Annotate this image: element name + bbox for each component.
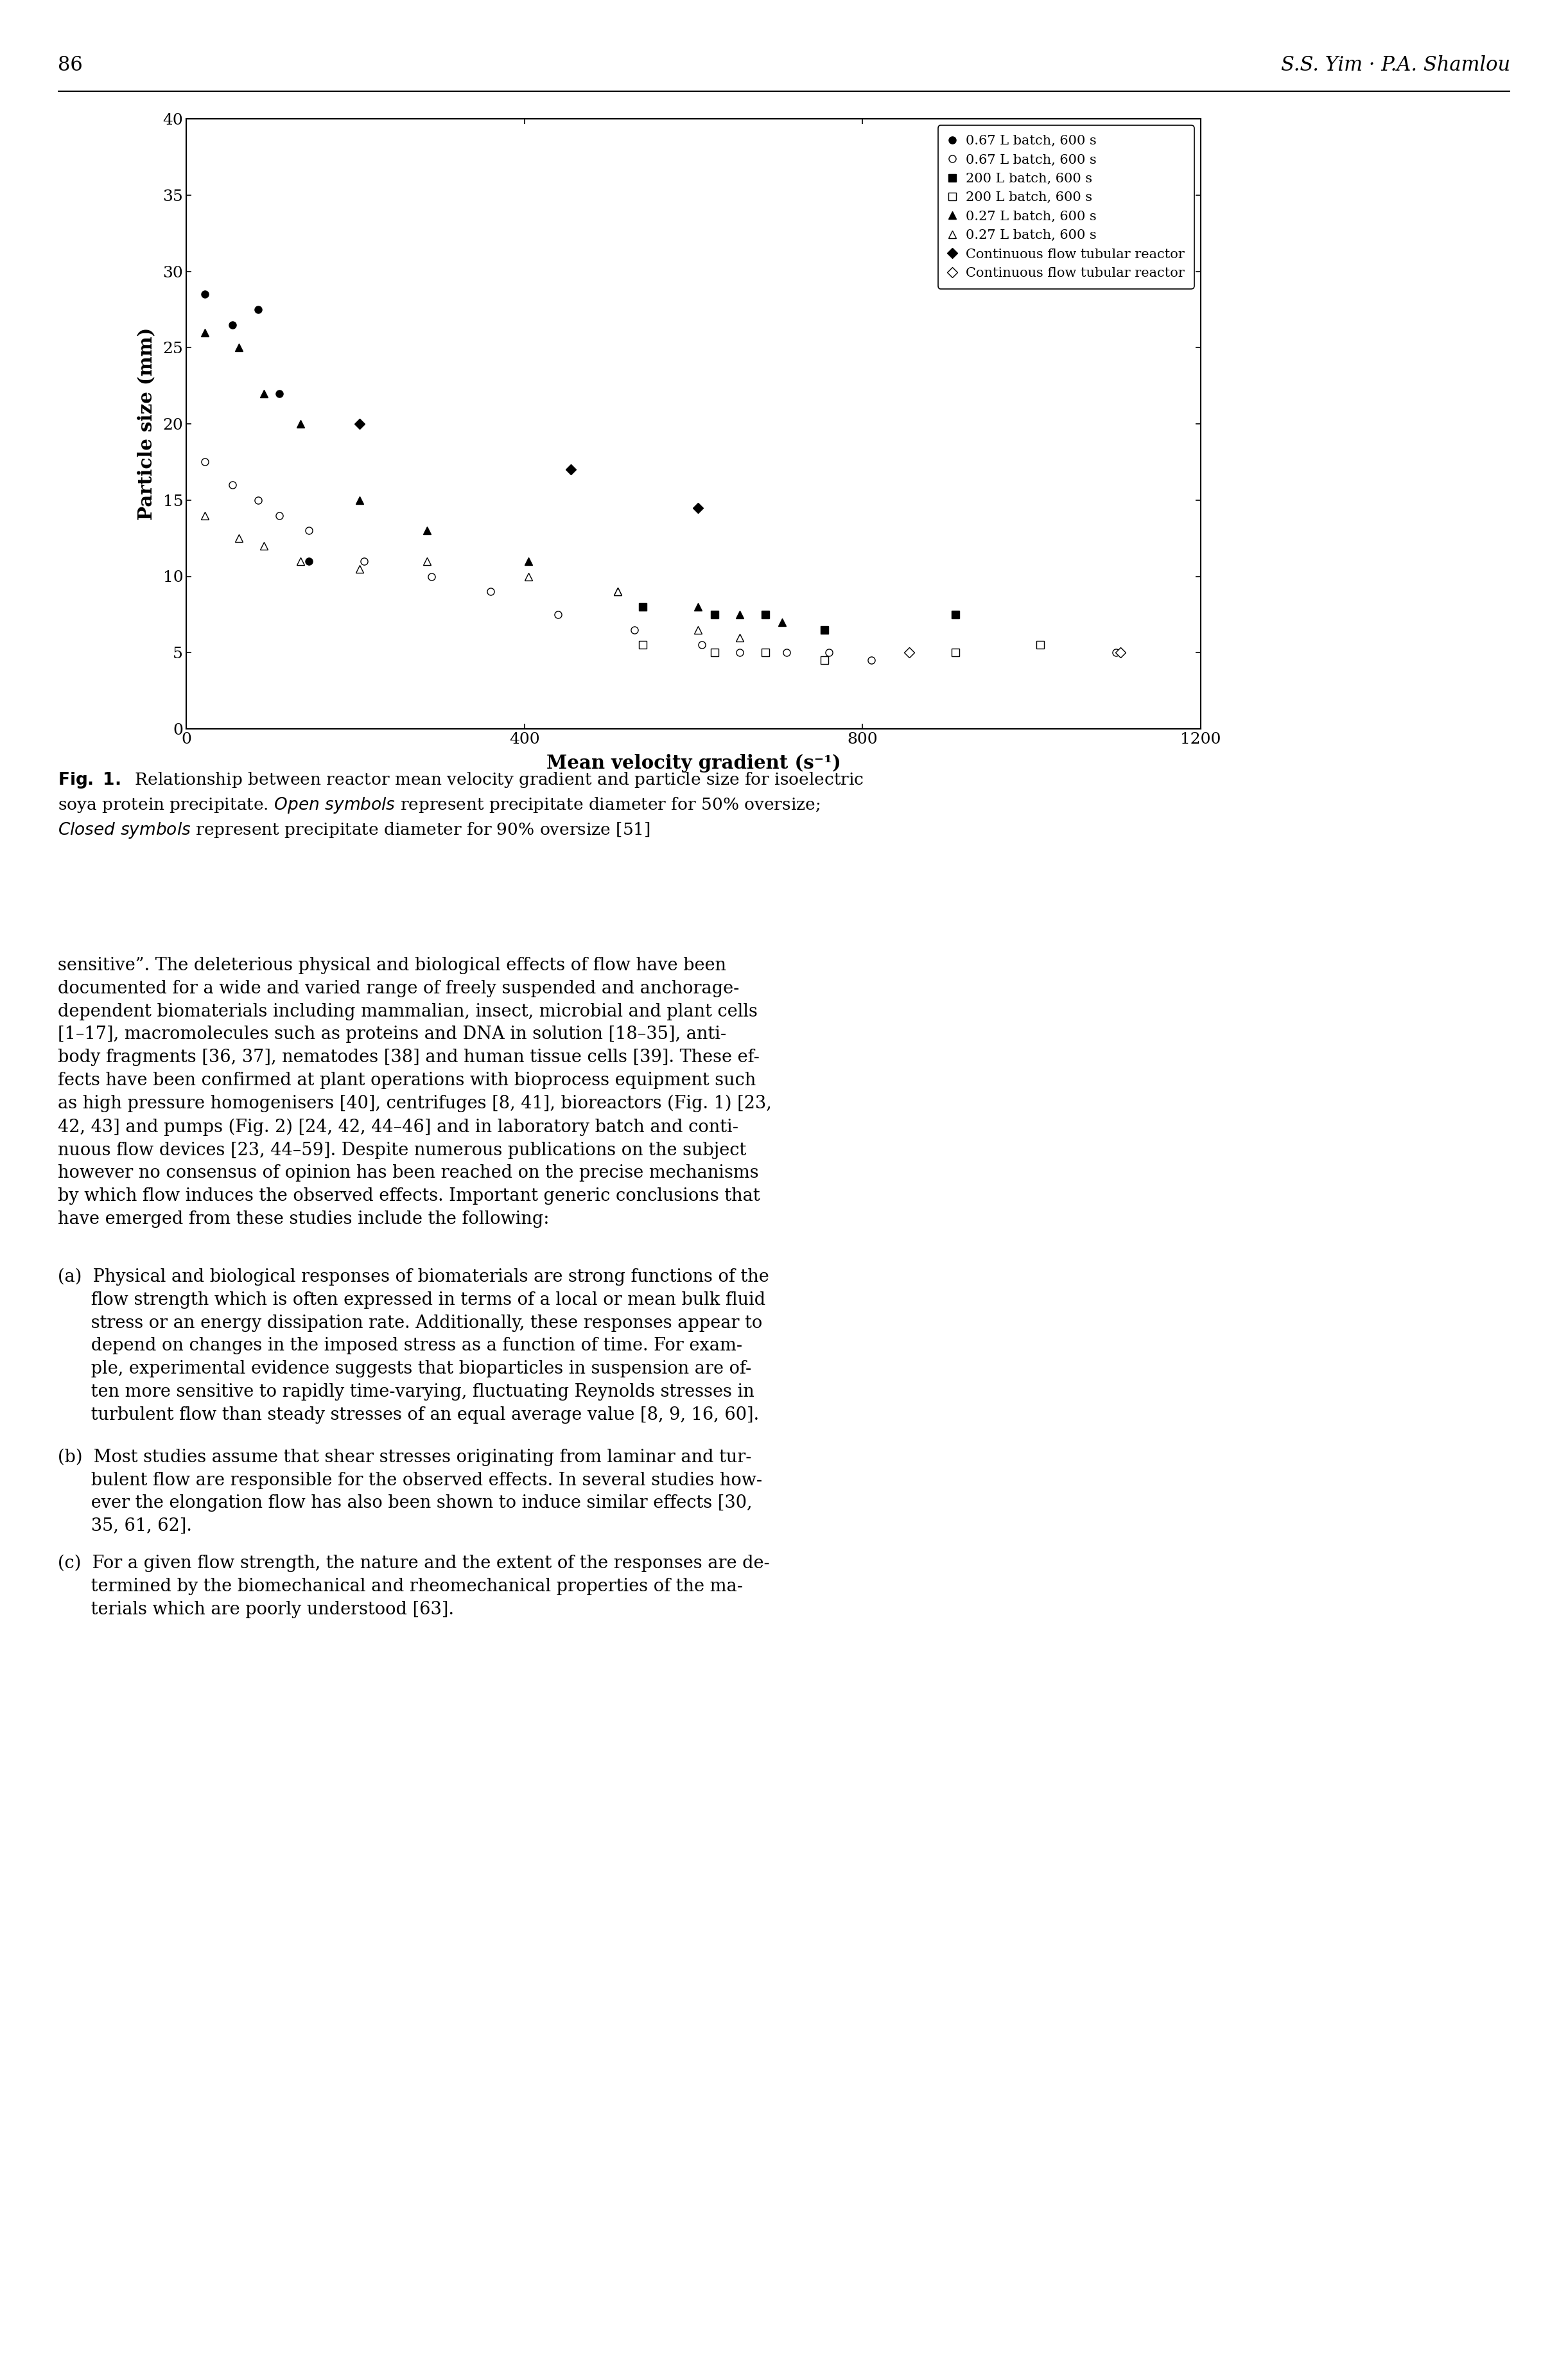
Text: $\bf{Fig.\ 1.}$  Relationship between reactor mean velocity gradient and particl: $\bf{Fig.\ 1.}$ Relationship between rea… bbox=[58, 770, 864, 839]
Text: (c)  For a given flow strength, the nature and the extent of the responses are d: (c) For a given flow strength, the natur… bbox=[58, 1554, 770, 1618]
Legend: 0.67 L batch, 600 s, 0.67 L batch, 600 s, 200 L batch, 600 s, 200 L batch, 600 s: 0.67 L batch, 600 s, 0.67 L batch, 600 s… bbox=[938, 126, 1195, 287]
Text: sensitive”. The deleterious physical and biological effects of flow have been
do: sensitive”. The deleterious physical and… bbox=[58, 958, 771, 1228]
Text: (b)  Most studies assume that shear stresses originating from laminar and tur-
 : (b) Most studies assume that shear stres… bbox=[58, 1449, 762, 1535]
X-axis label: Mean velocity gradient (s⁻¹): Mean velocity gradient (s⁻¹) bbox=[546, 753, 840, 772]
Y-axis label: Particle size (mm): Particle size (mm) bbox=[136, 328, 155, 520]
Text: S.S. Yim · P.A. Shamlou: S.S. Yim · P.A. Shamlou bbox=[1281, 55, 1510, 76]
Text: 86: 86 bbox=[58, 55, 83, 76]
Text: (a)  Physical and biological responses of biomaterials are strong functions of t: (a) Physical and biological responses of… bbox=[58, 1269, 768, 1423]
